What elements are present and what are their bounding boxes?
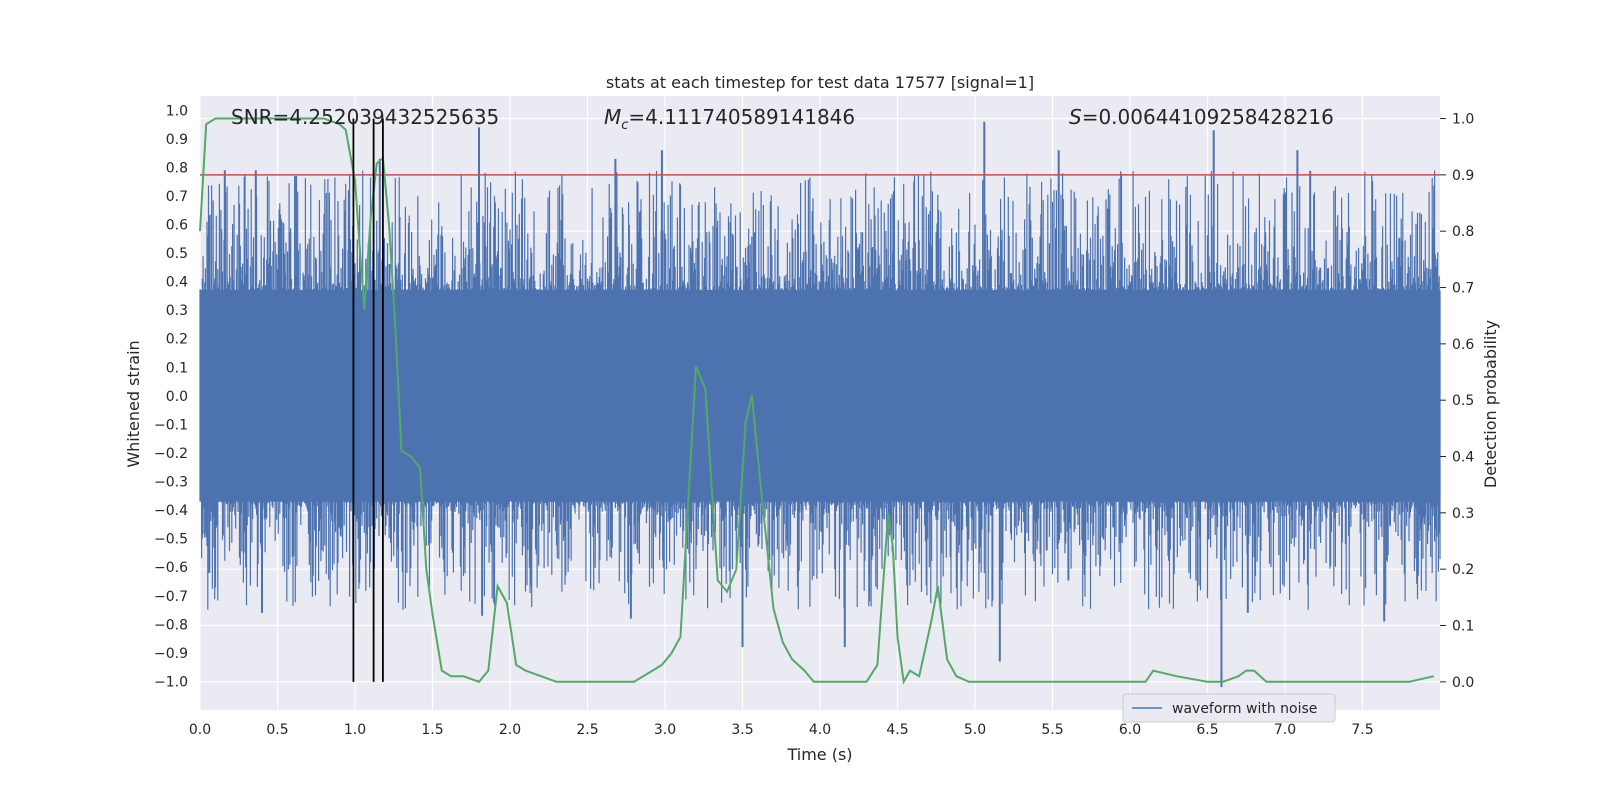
x-tick-label: 0.0 [189, 722, 211, 738]
x-tick-label: 4.5 [886, 722, 908, 738]
y-right-tick-label: 0.6 [1452, 337, 1474, 353]
y-right-tick-label: 0.8 [1452, 224, 1474, 240]
y-left-tick-label: 0.4 [166, 275, 188, 291]
mc-value: =4.111740589141846 [628, 105, 855, 129]
y-right-tick-label: 0.7 [1452, 281, 1474, 297]
y-right-tick-label: 0.3 [1452, 506, 1474, 522]
y-left-tick-label: 0.2 [166, 332, 188, 348]
legend-box [1122, 693, 1336, 723]
y-left-tick-label: 0.1 [166, 360, 188, 376]
y-left-tick-label: 0.3 [166, 303, 188, 319]
y-left-tick-label: 0.6 [166, 218, 188, 234]
y-left-tick-label: −0.5 [154, 532, 188, 548]
s-annotation: S=0.00644109258428216 [1069, 105, 1334, 129]
x-axis-label: Time (s) [786, 745, 852, 764]
probability-series [199, 117, 1435, 685]
s-symbol: S [1069, 105, 1082, 129]
y-left-tick-label: −0.4 [154, 503, 188, 519]
y-right-axis-label: Detection probability [1481, 320, 1500, 488]
snr-annotation: SNR=4.252039432525635 [231, 105, 499, 129]
y-left-tick-label: −1.0 [154, 674, 188, 690]
y-left-tick-label: −0.8 [154, 617, 188, 633]
y-left-tick-label: 0.9 [166, 132, 188, 148]
y-left-tick-label: 1.0 [166, 103, 188, 119]
y-left-tick-label: −0.7 [154, 589, 188, 605]
x-tick-label: 2.0 [499, 722, 521, 738]
y-right-axis-ticks: 1.0 0.9 0.8 0.7 0.6 0.5 0.4 0.3 0.2 0.1 0.0 [1440, 112, 1474, 691]
chart-title: stats at each timestep for test data 175… [606, 73, 1034, 92]
y-left-tick-label: 0.5 [166, 246, 188, 262]
y-left-axis-ticks: 1.0 0.9 0.8 0.7 0.6 0.5 0.4 0.3 0.2 0.1 0.0 −0.1 −0.… [154, 103, 188, 690]
y-right-tick-label: 0.0 [1452, 675, 1474, 691]
x-tick-label: 1.5 [421, 722, 443, 738]
y-left-tick-label: 0.0 [166, 389, 188, 405]
y-right-tick-label: 0.1 [1452, 619, 1474, 635]
x-tick-label: 6.5 [1196, 722, 1218, 738]
y-left-axis-label: Whitened strain [124, 340, 143, 467]
x-axis-ticks: 0.0 0.5 1.0 1.5 2.0 2.5 3.0 3.5 4.0 4.5 5.0 5.5 6.0 6… [189, 722, 1374, 738]
y-left-tick-label: −0.2 [154, 446, 188, 462]
x-tick-label: 4.0 [809, 722, 831, 738]
legend: waveform with noise [1122, 693, 1336, 723]
x-tick-label: 3.5 [731, 722, 753, 738]
x-tick-label: 0.5 [266, 722, 288, 738]
x-tick-label: 6.0 [1119, 722, 1141, 738]
legend-label: waveform with noise [1172, 701, 1317, 717]
s-value: =0.00644109258428216 [1082, 105, 1334, 129]
y-left-tick-label: −0.6 [154, 560, 188, 576]
y-left-tick-label: −0.1 [154, 417, 188, 433]
y-left-tick-label: 0.7 [166, 189, 188, 205]
y-left-tick-label: −0.9 [154, 646, 188, 662]
chirp-mass-annotation: Mc=4.111740589141846 [604, 105, 855, 133]
marker-lines [352, 118, 384, 682]
mc-subscript: c [621, 118, 628, 133]
y-right-tick-label: 0.9 [1452, 168, 1474, 184]
y-left-tick-label: 0.8 [166, 160, 188, 176]
waveform-body [200, 290, 1440, 502]
x-tick-label: 7.0 [1274, 722, 1296, 738]
mc-symbol: M [604, 105, 621, 129]
y-right-tick-label: 0.5 [1452, 393, 1474, 409]
x-tick-label: 5.0 [964, 722, 986, 738]
x-tick-label: 3.0 [654, 722, 676, 738]
probability-line [199, 117, 1435, 685]
y-left-tick-label: −0.3 [154, 475, 188, 491]
y-right-tick-label: 0.2 [1452, 562, 1474, 578]
y-right-tick-label: 0.4 [1452, 450, 1474, 466]
x-tick-label: 5.5 [1041, 722, 1063, 738]
y-right-tick-label: 1.0 [1452, 112, 1474, 128]
x-tick-label: 1.0 [344, 722, 366, 738]
x-tick-label: 2.5 [576, 722, 598, 738]
waveform-series [199, 121, 1441, 688]
x-tick-label: 7.5 [1351, 722, 1373, 738]
